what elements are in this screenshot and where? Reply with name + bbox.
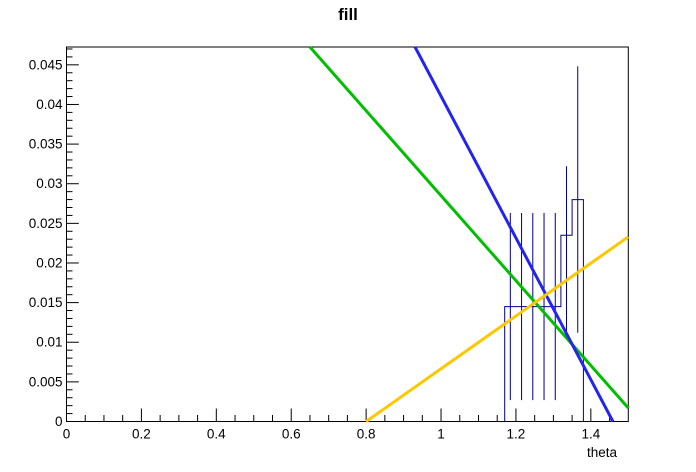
y-axis-tick-label: 0.015: [29, 295, 63, 310]
y-axis-tick-label: 0.045: [29, 57, 63, 72]
x-axis-tick-label: 1.4: [581, 427, 600, 442]
x-axis-tick-label: 0.6: [282, 427, 301, 442]
x-axis-title: theta: [587, 445, 618, 460]
x-axis-tick-label: 1: [437, 427, 445, 442]
y-axis-tick-label: 0.025: [29, 216, 63, 231]
x-axis-tick-label: 0.8: [357, 427, 376, 442]
green-fit-line: [308, 46, 630, 410]
x-axis-tick-label: 0.4: [207, 427, 226, 442]
x-axis-tick-label: 0: [63, 427, 71, 442]
y-axis-tick-label: 0.01: [36, 335, 62, 350]
blue-fit-line: [413, 46, 615, 423]
y-axis-tick-label: 0.035: [29, 137, 63, 152]
y-axis-tick-label: 0.04: [36, 97, 63, 112]
y-axis-tick-label: 0.02: [36, 255, 62, 270]
x-axis-tick-label: 1.2: [507, 427, 526, 442]
y-axis-tick-label: 0.005: [29, 374, 63, 389]
x-axis-tick-label: 0.2: [132, 427, 151, 442]
y-axis-tick-label: 0.03: [36, 176, 62, 191]
yellow-fit-line: [365, 235, 630, 423]
chart-title: fill: [338, 5, 358, 24]
y-axis-tick-label: 0: [55, 414, 63, 429]
